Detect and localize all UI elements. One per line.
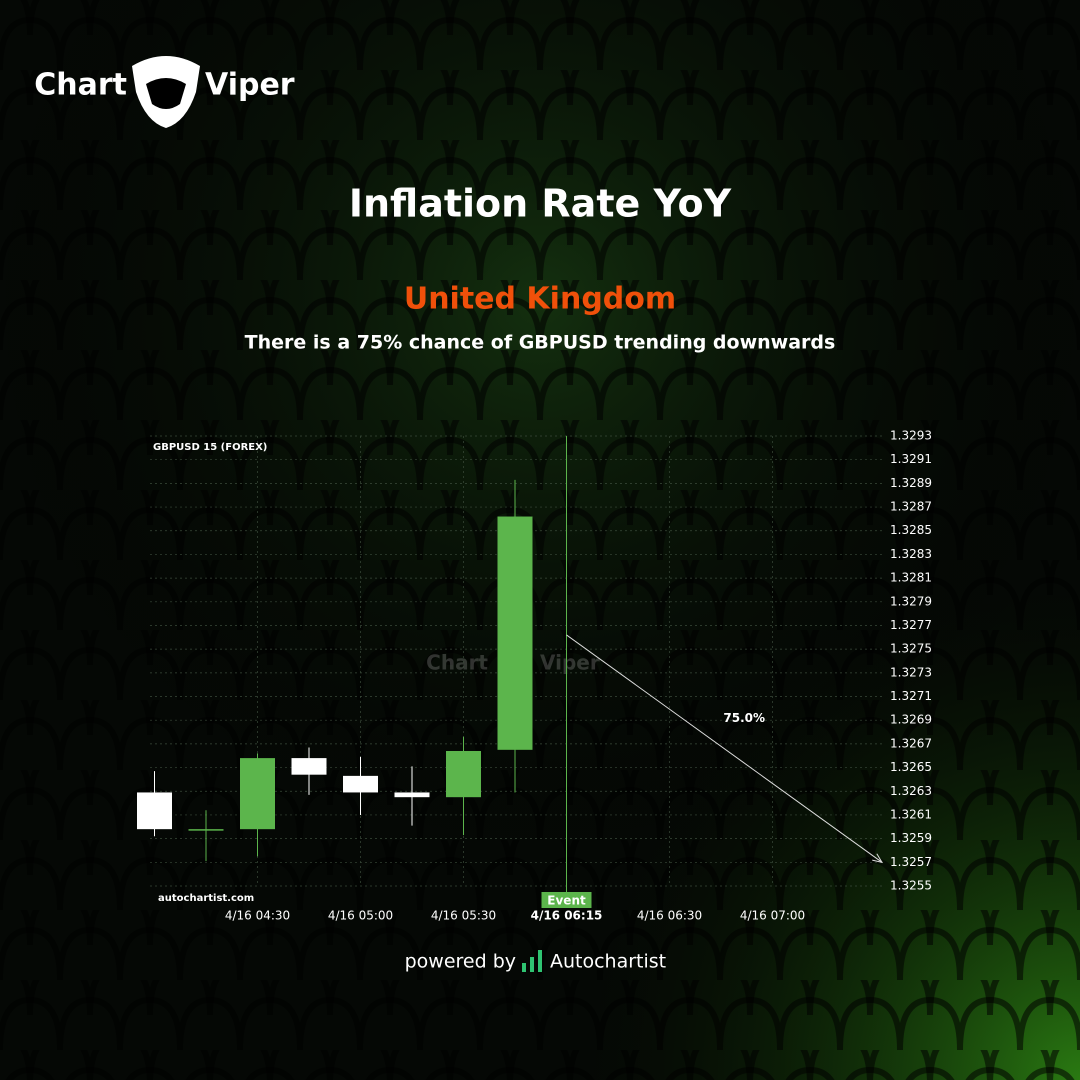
logo: Chart Viper xyxy=(34,56,295,128)
title: Inflation Rate YoY xyxy=(349,182,732,226)
x-tick-label: 4/16 06:30 xyxy=(637,909,702,923)
footer-text: powered by xyxy=(405,951,516,973)
event-label: Event xyxy=(547,894,586,908)
logo-text: Chart xyxy=(34,68,127,103)
y-tick-label: 1.3267 xyxy=(890,736,932,750)
candle-body xyxy=(291,758,327,775)
forecast-label: 75.0% xyxy=(723,711,765,725)
y-tick-label: 1.3281 xyxy=(890,571,932,585)
y-tick-label: 1.3257 xyxy=(890,855,932,869)
y-tick-label: 1.3261 xyxy=(890,807,932,821)
chart: GBPUSD 15 (FOREX) autochartist.com Chart… xyxy=(137,429,932,923)
y-tick-label: 1.3277 xyxy=(890,618,932,632)
footer-icon xyxy=(538,950,542,972)
y-tick-label: 1.3279 xyxy=(890,594,932,608)
y-tick-label: 1.3291 xyxy=(890,452,932,466)
y-tick-label: 1.3273 xyxy=(890,665,932,679)
watermark: Chart Viper xyxy=(426,651,600,675)
y-tick-label: 1.3287 xyxy=(890,500,932,514)
logo-icon xyxy=(146,78,186,109)
candle-body xyxy=(497,516,533,750)
x-tick-label: 4/16 05:00 xyxy=(328,909,393,923)
y-tick-label: 1.3289 xyxy=(890,476,932,490)
footer-icon xyxy=(530,957,534,972)
event-badge xyxy=(541,892,592,908)
x-tick-label: 4/16 07:00 xyxy=(740,909,805,923)
description: There is a 75% chance of GBPUSD trending… xyxy=(245,332,836,354)
y-tick-label: 1.3259 xyxy=(890,831,932,845)
subtitle: United Kingdom xyxy=(404,282,676,317)
y-tick-label: 1.3285 xyxy=(890,523,932,537)
candle-body xyxy=(343,775,378,793)
y-tick-label: 1.3271 xyxy=(890,689,932,703)
logo-text: Viper xyxy=(205,68,295,103)
x-tick-label: 4/16 06:15 xyxy=(531,909,603,923)
candle-body xyxy=(137,792,172,830)
x-tick-label: 4/16 05:30 xyxy=(431,909,496,923)
source-label: autochartist.com xyxy=(158,893,254,904)
y-tick-label: 1.3263 xyxy=(890,784,932,798)
watermark-text: Chart xyxy=(426,651,488,675)
watermark-text: Viper xyxy=(540,651,600,675)
y-tick-label: 1.3265 xyxy=(890,760,932,774)
candle-body xyxy=(446,751,481,798)
candle-body xyxy=(240,758,275,830)
footer: powered by Autochartist xyxy=(405,950,666,973)
candle-body xyxy=(394,792,430,798)
forecast-arrow xyxy=(566,634,883,863)
y-tick-label: 1.3269 xyxy=(890,713,932,727)
y-tick-label: 1.3275 xyxy=(890,642,932,656)
footer-text: Autochartist xyxy=(550,951,666,973)
y-tick-label: 1.3293 xyxy=(890,429,932,443)
symbol-label: GBPUSD 15 (FOREX) xyxy=(153,442,267,453)
x-tick-label: 4/16 04:30 xyxy=(225,909,290,923)
candle-body xyxy=(188,829,224,831)
y-tick-label: 1.3255 xyxy=(890,879,932,893)
forecast-arrowhead xyxy=(872,853,884,864)
y-tick-label: 1.3283 xyxy=(890,547,932,561)
footer-icon xyxy=(522,963,526,972)
